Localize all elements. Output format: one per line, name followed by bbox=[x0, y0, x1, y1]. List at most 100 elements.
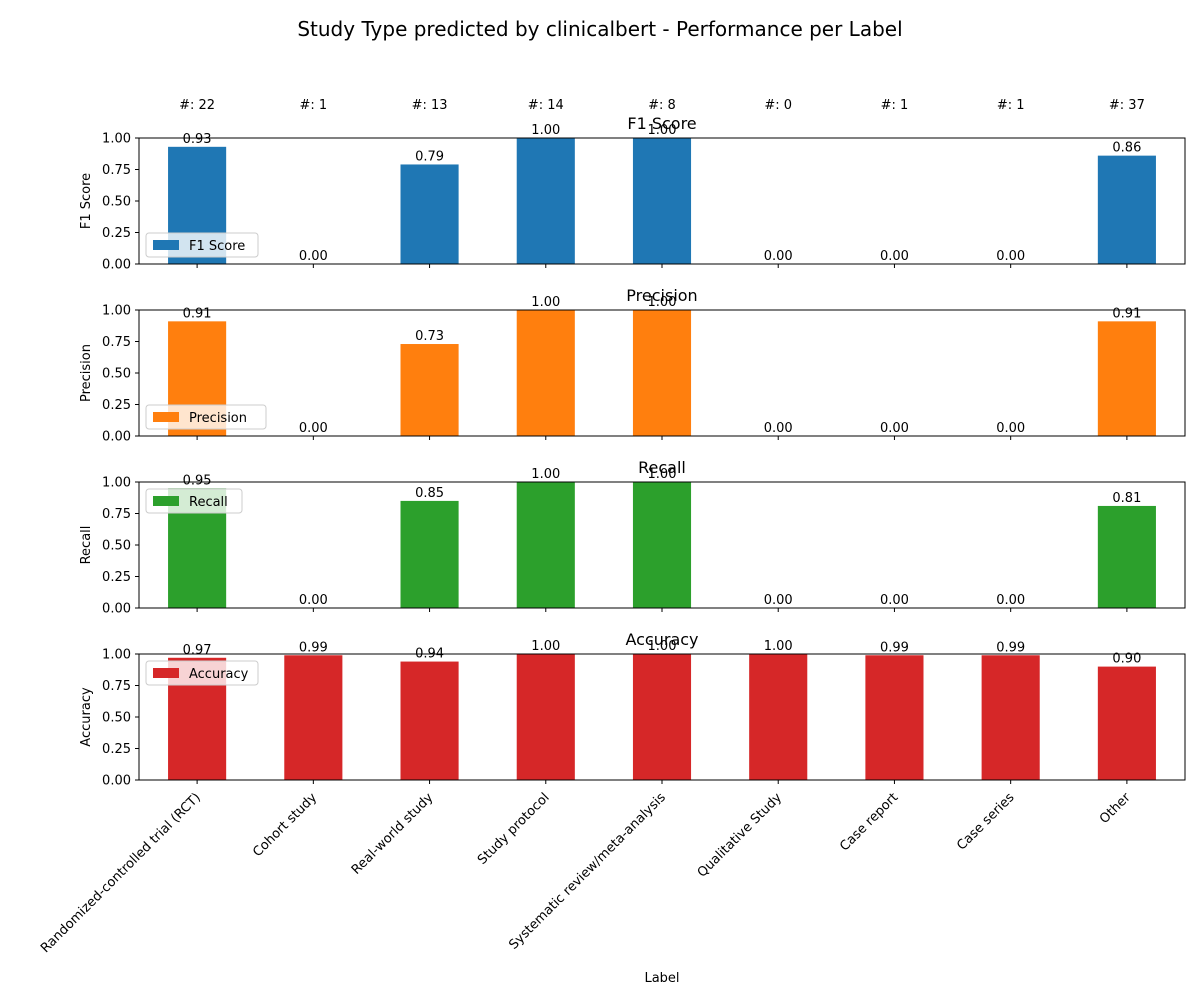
bar-value-label: 0.95 bbox=[183, 473, 212, 488]
bar-value-label: 1.00 bbox=[648, 467, 677, 482]
legend-label: Precision bbox=[189, 411, 247, 426]
bar-value-label: 1.00 bbox=[531, 639, 560, 654]
bar-value-label: 0.00 bbox=[880, 593, 909, 608]
count-label: #: 14 bbox=[528, 98, 564, 113]
legend-box bbox=[145, 660, 259, 686]
legend-swatch bbox=[153, 412, 179, 422]
bar-value-label: 0.00 bbox=[880, 249, 909, 264]
bar-value-label: 1.00 bbox=[648, 295, 677, 310]
bar-value-label: 0.94 bbox=[415, 647, 444, 662]
bar-value-label: 0.00 bbox=[764, 421, 793, 436]
bar-value-label: 1.00 bbox=[648, 123, 677, 138]
metric-panels: 0.00 0.25 0.50 0.75 1.00 0.93 0.00 0.79 1.00 1.00… bbox=[79, 114, 1186, 789]
legend: Precision bbox=[145, 404, 267, 430]
y-tick-label: 0.75 bbox=[102, 163, 131, 178]
bar-value-label: 0.86 bbox=[1112, 141, 1141, 156]
x-tick-label: Case series bbox=[954, 790, 1017, 853]
x-tick-label: Study protocol bbox=[475, 790, 553, 868]
bar-value-label: 1.00 bbox=[531, 123, 560, 138]
y-tick-label: 0.00 bbox=[102, 430, 131, 445]
y-axis-label: Precision bbox=[79, 344, 94, 402]
y-axis-label: Accuracy bbox=[79, 687, 94, 747]
bar-value-label: 0.00 bbox=[996, 593, 1025, 608]
bar bbox=[1097, 155, 1156, 264]
count-label: #: 1 bbox=[881, 98, 909, 113]
bar bbox=[400, 164, 459, 264]
bar-value-label: 1.00 bbox=[531, 467, 560, 482]
y-tick-label: 0.50 bbox=[102, 539, 131, 554]
x-tick-label: Cohort study bbox=[250, 790, 320, 860]
bar bbox=[1097, 666, 1156, 780]
y-axis-label: F1 Score bbox=[79, 173, 94, 229]
y-tick-label: 0.50 bbox=[102, 367, 131, 382]
bar bbox=[516, 654, 575, 780]
y-axis-label: Recall bbox=[79, 526, 94, 565]
panel-title: Accuracy bbox=[625, 630, 698, 649]
y-tick-label: 0.25 bbox=[102, 570, 131, 585]
bar bbox=[632, 310, 692, 436]
x-axis-label: Label bbox=[644, 971, 679, 986]
count-label: #: 37 bbox=[1109, 98, 1145, 113]
bar bbox=[400, 661, 459, 780]
count-label: #: 13 bbox=[412, 98, 448, 113]
bar-value-label: 1.00 bbox=[764, 639, 793, 654]
legend-box bbox=[145, 404, 267, 430]
y-tick-label: 0.50 bbox=[102, 195, 131, 210]
panel-title: Recall bbox=[638, 458, 686, 477]
y-tick-label: 0.50 bbox=[102, 711, 131, 726]
bar-value-label: 0.93 bbox=[183, 132, 212, 147]
panel-precision: 0.00 0.25 0.50 0.75 1.00 0.91 0.00 0.73 1.00 1.00… bbox=[79, 286, 1186, 445]
bar-value-label: 0.85 bbox=[415, 486, 444, 501]
bar bbox=[1097, 505, 1156, 608]
bar bbox=[516, 138, 575, 264]
bar bbox=[632, 138, 692, 264]
bar-value-label: 0.00 bbox=[996, 249, 1025, 264]
bar-value-label: 0.00 bbox=[764, 249, 793, 264]
legend: Accuracy bbox=[145, 660, 259, 686]
y-tick-label: 0.00 bbox=[102, 258, 131, 273]
count-label: #: 0 bbox=[764, 98, 792, 113]
legend-swatch bbox=[153, 668, 179, 678]
bar-value-label: 0.73 bbox=[415, 329, 444, 344]
bar-value-label: 0.00 bbox=[880, 421, 909, 436]
bar bbox=[865, 655, 924, 780]
bar-value-label: 0.90 bbox=[1112, 652, 1141, 667]
sample-counts: #: 22 #: 1 #: 13 #: 14 #: 8 #: 0 #: 1 #: 1 #: 37 bbox=[179, 98, 1145, 113]
legend: Recall bbox=[145, 488, 243, 514]
bar-value-label: 0.99 bbox=[996, 640, 1025, 655]
y-tick-label: 1.00 bbox=[102, 304, 131, 319]
count-label: #: 1 bbox=[299, 98, 327, 113]
panel-recall: 0.00 0.25 0.50 0.75 1.00 0.95 0.00 0.85 1.00 1.00… bbox=[79, 458, 1186, 617]
y-tick-label: 1.00 bbox=[102, 648, 131, 663]
legend-label: F1 Score bbox=[189, 239, 245, 254]
y-tick-label: 0.00 bbox=[102, 602, 131, 617]
bar-value-label: 0.00 bbox=[299, 249, 328, 264]
bar bbox=[749, 654, 808, 780]
panel-title: F1 Score bbox=[627, 114, 696, 133]
x-tick-labels: Randomized-controlled trial (RCT) Cohort … bbox=[38, 790, 1134, 956]
panel-f1-score: 0.00 0.25 0.50 0.75 1.00 0.93 0.00 0.79 1.00 1.00… bbox=[79, 114, 1186, 273]
legend: F1 Score bbox=[145, 232, 259, 258]
bar bbox=[516, 310, 575, 436]
x-tick-label: Qualitative Study bbox=[695, 790, 786, 881]
figure-title: Study Type predicted by clinicalbert - P… bbox=[297, 17, 902, 41]
bar-value-label: 0.99 bbox=[880, 640, 909, 655]
bar bbox=[516, 482, 575, 608]
panel-accuracy: 0.00 0.25 0.50 0.75 1.00 0.97 0.99 0.94 1.00 1.00… bbox=[79, 630, 1186, 789]
y-tick-label: 0.25 bbox=[102, 226, 131, 241]
legend-label: Recall bbox=[189, 495, 228, 510]
bar bbox=[400, 344, 459, 436]
bar-value-label: 1.00 bbox=[531, 295, 560, 310]
x-tick-label: Randomized-controlled trial (RCT) bbox=[38, 790, 204, 956]
count-label: #: 22 bbox=[179, 98, 215, 113]
bar-value-label: 0.79 bbox=[415, 149, 444, 164]
bar bbox=[284, 655, 343, 780]
y-tick-label: 1.00 bbox=[102, 132, 131, 147]
bar-value-label: 0.00 bbox=[299, 593, 328, 608]
y-tick-label: 1.00 bbox=[102, 476, 131, 491]
bar bbox=[400, 500, 459, 608]
x-tick-label: Real-world study bbox=[349, 790, 437, 878]
x-tick-label: Other bbox=[1097, 790, 1134, 827]
bar bbox=[632, 482, 692, 608]
